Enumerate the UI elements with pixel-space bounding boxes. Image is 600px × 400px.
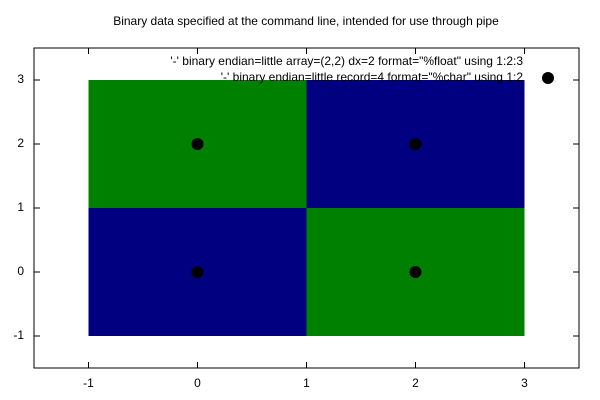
point [191, 138, 204, 150]
x-tick-label: 3 [521, 376, 528, 390]
point [409, 138, 422, 150]
y-tick-label: 3 [17, 72, 24, 86]
legend-label: '-' binary endian=little array=(2,2) dx=… [170, 54, 523, 68]
chart-title: Binary data specified at the command lin… [113, 14, 499, 28]
point [191, 266, 204, 278]
legend-marker [542, 72, 554, 84]
y-tick-label: 2 [17, 136, 24, 150]
y-tick-label: -1 [13, 328, 24, 342]
x-tick-label: 0 [194, 376, 201, 390]
x-tick-label: -1 [83, 376, 94, 390]
y-tick-label: 1 [17, 200, 24, 214]
legend-label: '-' binary endian=little record=4 format… [221, 70, 524, 84]
point [409, 266, 422, 278]
y-tick-label: 0 [17, 264, 24, 278]
x-tick-label: 1 [303, 376, 310, 390]
x-tick-label: 2 [412, 376, 419, 390]
